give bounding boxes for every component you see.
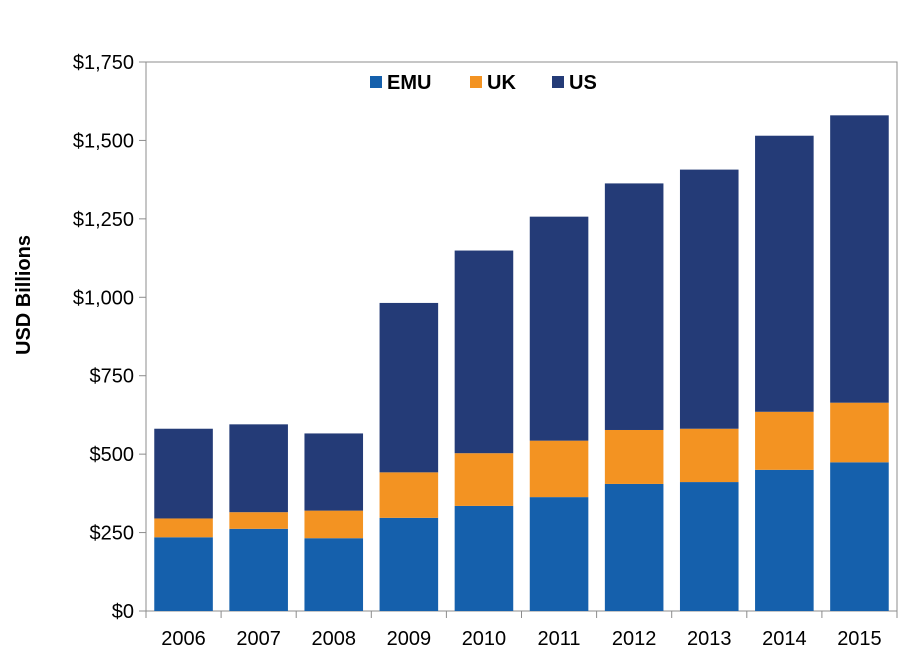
bar-emu-2006 (154, 537, 213, 611)
y-tick-label: $500 (90, 444, 135, 466)
bar-uk-2010 (454, 453, 514, 506)
y-axis: $0 $250 $500 $750 $1,000 $1,250 $1,500 $1,750 (73, 52, 146, 623)
legend-label-uk: UK (487, 72, 516, 94)
bar-emu-2014 (755, 469, 814, 611)
bar-us-2009 (379, 302, 439, 473)
y-tick-label: $250 (90, 523, 135, 545)
x-tick-label: 2015 (837, 628, 882, 650)
bar-us-2010 (454, 250, 514, 454)
bar-us-2006 (154, 428, 213, 519)
y-tick-label: $1,500 (73, 130, 134, 152)
y-tick-label: $0 (112, 601, 134, 623)
y-axis-title: USD Billions (13, 235, 35, 355)
bar-uk-2012 (604, 429, 664, 484)
x-tick-label: 2014 (762, 628, 807, 650)
x-tick-label: 2010 (462, 628, 507, 650)
bar-uk-2009 (379, 472, 439, 518)
y-tick-label: $1,250 (73, 209, 134, 231)
x-tick-label: 2008 (312, 628, 357, 650)
bars-layer (154, 115, 889, 611)
bar-us-2012 (604, 183, 664, 430)
bar-uk-2007 (229, 512, 288, 529)
x-tick-label: 2011 (538, 628, 581, 650)
bar-uk-2011 (529, 440, 589, 498)
x-tick-label: 2013 (687, 628, 732, 650)
x-tick-label: 2009 (387, 628, 432, 650)
bar-emu-2009 (379, 517, 439, 611)
y-tick-label: $750 (90, 366, 135, 388)
y-tick-label: $1,000 (73, 287, 134, 309)
bar-emu-2010 (454, 505, 514, 611)
bar-emu-2013 (679, 482, 739, 611)
y-tick-label: $1,750 (73, 52, 134, 74)
legend-label-emu: EMU (387, 72, 431, 94)
legend-swatch-emu (370, 76, 382, 88)
x-tick-label: 2006 (161, 628, 206, 650)
bar-uk-2014 (755, 411, 814, 470)
bar-emu-2015 (830, 462, 889, 611)
bar-emu-2007 (229, 528, 288, 611)
bar-us-2013 (679, 169, 739, 429)
bar-us-2007 (229, 424, 288, 513)
bar-emu-2008 (304, 538, 364, 611)
bar-emu-2011 (529, 497, 589, 611)
legend-label-us: US (569, 72, 597, 94)
legend-swatch-uk (470, 76, 482, 88)
legend: EMU UK US (370, 72, 597, 94)
bar-us-2011 (529, 216, 589, 441)
x-tick-label: 2012 (612, 628, 657, 650)
bar-us-2008 (304, 433, 364, 511)
bar-emu-2012 (604, 483, 664, 611)
x-tick-label: 2007 (236, 628, 281, 650)
bar-uk-2015 (830, 402, 889, 463)
bar-uk-2013 (679, 428, 739, 483)
legend-swatch-us (552, 76, 564, 88)
bar-us-2014 (755, 135, 814, 412)
bar-uk-2006 (154, 518, 213, 538)
x-axis: 2006 2007 2008 2009 2010 2011 2012 2013 2014 2015 (145, 611, 898, 650)
bar-us-2015 (830, 115, 889, 403)
bar-uk-2008 (304, 510, 364, 539)
